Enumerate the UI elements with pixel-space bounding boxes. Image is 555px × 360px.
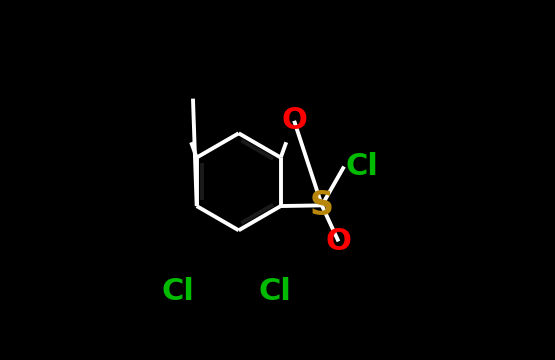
Text: Cl: Cl bbox=[346, 152, 379, 181]
Text: S: S bbox=[310, 189, 334, 222]
Text: O: O bbox=[326, 227, 351, 256]
Text: Cl: Cl bbox=[258, 277, 291, 306]
Text: Cl: Cl bbox=[162, 277, 194, 306]
Text: O: O bbox=[281, 106, 307, 135]
